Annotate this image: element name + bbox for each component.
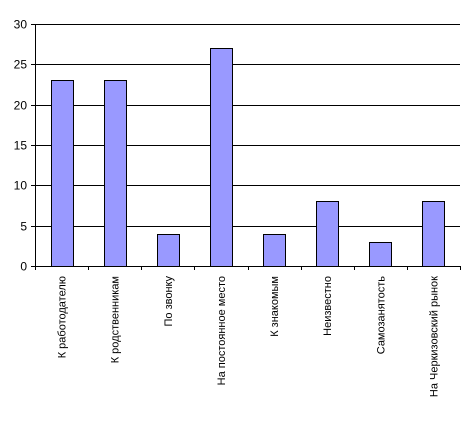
x-category-labels: К работодателю К родственникам По звонку На… (57, 276, 441, 398)
bars (51, 48, 445, 267)
bar (157, 234, 180, 267)
x-category-label: К родственникам (110, 276, 122, 363)
y-tick-label: 10 (14, 179, 28, 193)
bar (369, 242, 392, 267)
bar (263, 234, 286, 267)
x-category-label: На Черкизовский рынок (428, 276, 440, 397)
bar (210, 48, 233, 267)
y-tick-label: 15 (14, 139, 28, 153)
y-tick-label: 30 (14, 18, 28, 32)
y-tick-labels: 0 5 10 15 20 25 30 (14, 18, 28, 274)
x-category-label: Самозанятость (375, 276, 387, 355)
bar (316, 201, 339, 267)
bar (422, 201, 445, 267)
bar (104, 80, 127, 267)
x-category-label: К знакомым (269, 276, 281, 337)
y-tick-label: 25 (14, 58, 28, 72)
y-tick-label: 20 (14, 99, 28, 113)
x-category-label: Неизвестно (322, 276, 334, 336)
gridlines (35, 24, 460, 227)
axes (31, 24, 461, 270)
x-category-label: На постоянное место (216, 276, 228, 385)
y-tick-label: 5 (20, 220, 27, 234)
bar (51, 80, 74, 267)
x-category-label: По звонку (163, 276, 175, 327)
y-tick-label: 0 (20, 260, 27, 274)
x-category-label: К работодателю (57, 276, 69, 358)
